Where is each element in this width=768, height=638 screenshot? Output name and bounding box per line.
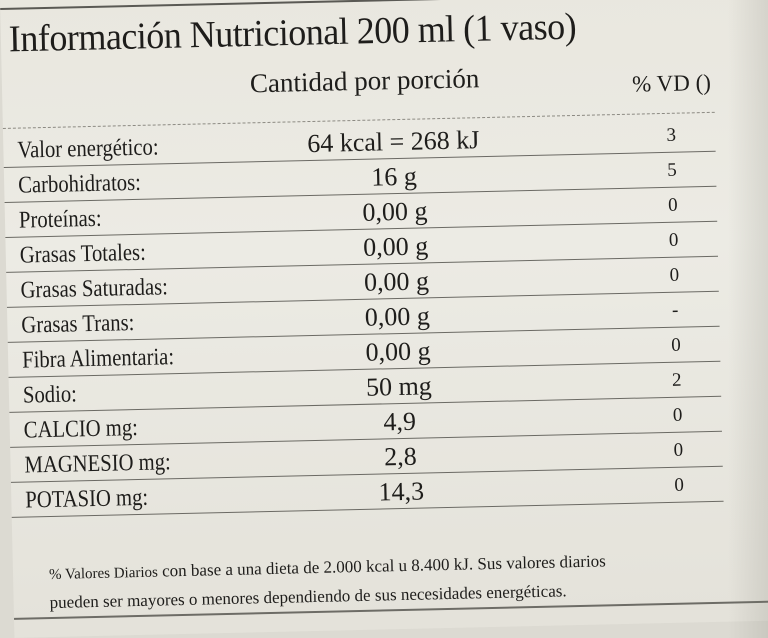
amount-column-header: Cantidad por porción	[249, 63, 480, 99]
nutrient-amount: 16 g	[371, 161, 418, 192]
nutrient-daily-value: 5	[667, 159, 678, 181]
nutrient-amount: 0,00 g	[364, 301, 431, 332]
nutrient-amount: 0,00 g	[362, 231, 429, 262]
nutrient-daily-value: 0	[671, 334, 681, 356]
nutrient-amount: 14,3	[378, 476, 425, 507]
nutrient-amount: 4,9	[383, 406, 417, 437]
nutrient-amount: 64 kcal = 268 kJ	[306, 125, 480, 159]
nutrient-amount: 50 mg	[365, 371, 433, 402]
nutrient-daily-value: 0	[669, 264, 680, 286]
nutrient-name: CALCIO mg:	[23, 414, 139, 444]
nutrient-amount: 2,8	[383, 441, 418, 472]
nutrient-name: Fibra Alimentaria:	[21, 344, 175, 374]
nutrient-daily-value: 3	[666, 124, 677, 146]
nutrient-amount: 0,00 g	[362, 196, 428, 227]
nutrient-daily-value: 0	[672, 404, 683, 426]
nutrient-name: Sodio:	[22, 381, 78, 409]
nutrient-name: Grasas Trans:	[21, 310, 135, 339]
nutrition-title: Información Nutricional 200 ml (1 vaso)	[8, 4, 577, 60]
footnote-prefix: % Valores Diarios	[48, 564, 159, 584]
daily-value-column-header: % VD ()	[631, 69, 712, 97]
nutrient-amount: 0,00 g	[365, 336, 431, 367]
nutrient-amount: 0,00 g	[363, 266, 430, 297]
nutrient-daily-value: 0	[674, 474, 685, 496]
nutrient-name: Grasas Totales:	[19, 239, 147, 269]
nutrient-daily-value: 0	[673, 439, 684, 461]
nutrient-daily-value: 0	[668, 229, 679, 251]
nutrient-table: Valor energético: 64 kcal = 268 kJ 3 Car…	[3, 116, 724, 518]
nutrient-daily-value: -	[671, 299, 679, 321]
nutrient-name: Carbohidratos:	[17, 169, 142, 199]
nutrient-daily-value: 0	[667, 194, 678, 216]
nutrient-daily-value: 2	[671, 369, 682, 391]
nutrient-name: MAGNESIO mg:	[24, 449, 172, 479]
nutrient-name: POTASIO mg:	[25, 484, 149, 514]
nutrient-name: Proteínas:	[18, 205, 102, 234]
footnote-line-1: con base a una dieta de 2.000 kcal u 8.4…	[157, 551, 607, 581]
nutrient-name: Grasas Saturadas:	[20, 274, 169, 304]
nutrient-name: Valor energético:	[17, 134, 159, 164]
